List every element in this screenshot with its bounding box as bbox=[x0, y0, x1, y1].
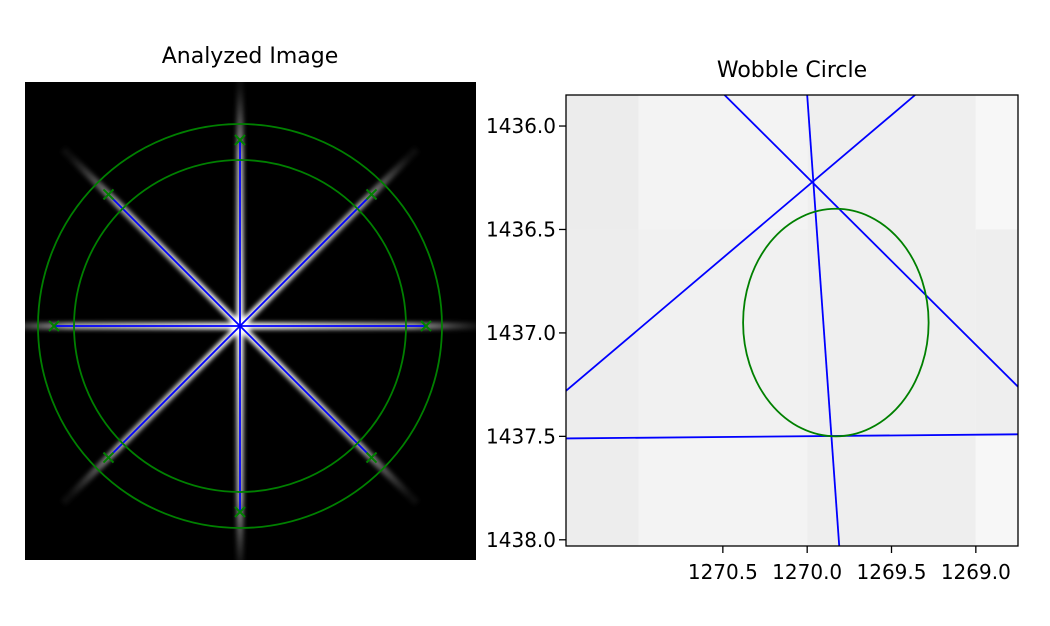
peak-marker bbox=[234, 506, 246, 518]
image-pixel bbox=[807, 229, 976, 437]
peak-marker bbox=[420, 320, 432, 332]
wobble-line bbox=[723, 95, 1018, 388]
image-pixel bbox=[807, 95, 976, 230]
peak-marker bbox=[102, 188, 115, 201]
peak-marker bbox=[102, 451, 115, 464]
inner-circle bbox=[73, 159, 407, 493]
y-tick-label: 1438.0 bbox=[486, 528, 556, 552]
image-pixel bbox=[975, 229, 1018, 437]
analyzed-circles bbox=[37, 123, 443, 529]
x-tick-label: 1269.5 bbox=[857, 560, 927, 584]
wobble-circle-group bbox=[742, 207, 930, 438]
x-axis: 1270.5 1270.0 1269.5 1269.0 bbox=[688, 546, 1011, 584]
left-panel-title: Analyzed Image bbox=[162, 44, 339, 69]
wobble-circle bbox=[742, 207, 930, 438]
y-tick-label: 1436.0 bbox=[486, 114, 556, 138]
analyzed-image-panel bbox=[25, 82, 476, 560]
image-pixel bbox=[566, 95, 639, 230]
image-pixel bbox=[566, 229, 639, 437]
y-tick-label: 1437.5 bbox=[486, 424, 556, 448]
y-tick-label: 1437.0 bbox=[486, 321, 556, 345]
image-pixel bbox=[975, 95, 1018, 230]
image-pixel bbox=[638, 229, 808, 437]
y-tick-label: 1436.5 bbox=[486, 217, 556, 241]
image-pixel bbox=[638, 436, 808, 546]
x-tick-label: 1270.5 bbox=[688, 560, 758, 584]
peak-marker bbox=[365, 451, 378, 464]
image-pixel bbox=[975, 436, 1018, 546]
wobble-line bbox=[566, 433, 1018, 440]
peak-marker bbox=[48, 320, 60, 332]
y-axis: 1436.0 1436.5 1437.0 1437.5 1438.0 bbox=[486, 114, 566, 552]
image-pixel bbox=[807, 436, 976, 546]
x-tick-label: 1269.0 bbox=[941, 560, 1011, 584]
ray-line bbox=[239, 193, 373, 327]
pixel-background bbox=[566, 95, 1018, 546]
peak-marker bbox=[365, 188, 378, 201]
x-tick-label: 1270.0 bbox=[772, 560, 842, 584]
analyzed-rays bbox=[54, 140, 426, 512]
wobble-circle-chart: 1270.5 1270.0 1269.5 1269.0 1436.01436.5143… bbox=[486, 94, 1019, 584]
ray-line bbox=[107, 325, 241, 459]
image-pixel bbox=[638, 95, 808, 230]
plot-frame bbox=[565, 94, 1019, 547]
wobble-line bbox=[806, 95, 841, 546]
wobble-line bbox=[566, 95, 916, 392]
ray-line bbox=[107, 193, 241, 327]
peak-marker bbox=[234, 134, 246, 146]
outer-circle bbox=[37, 123, 443, 529]
ray-line bbox=[239, 325, 373, 459]
chart-title: Wobble Circle bbox=[717, 58, 867, 83]
image-pixel bbox=[566, 436, 639, 546]
peak-markers bbox=[48, 134, 432, 518]
wobble-lines bbox=[566, 95, 1018, 546]
